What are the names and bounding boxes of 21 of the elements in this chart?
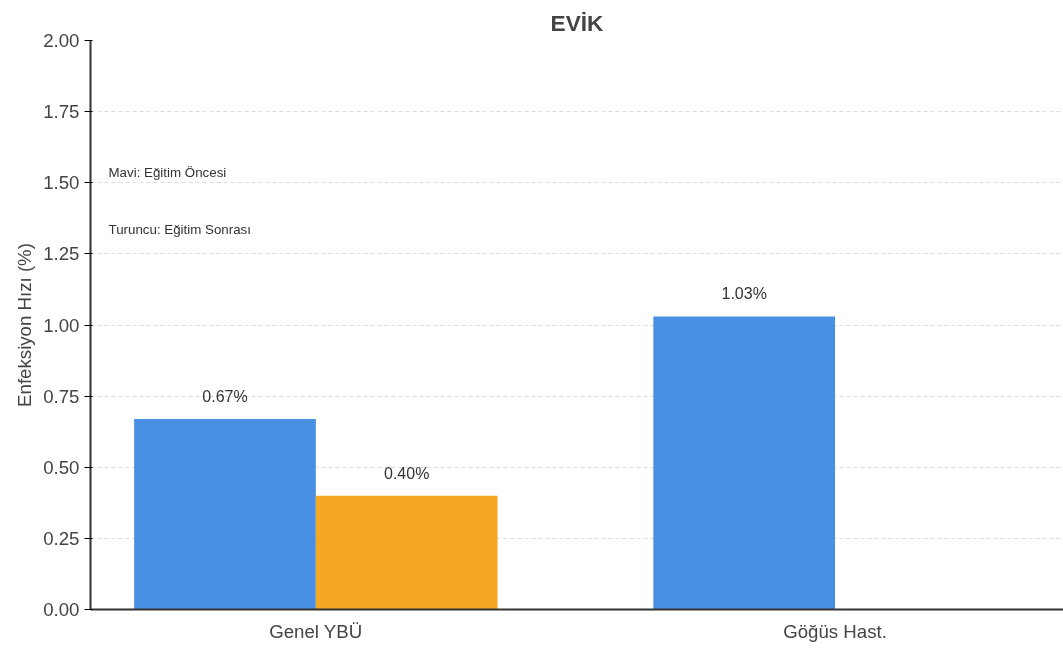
annotation: Mavi: Eğitim Öncesi bbox=[108, 164, 227, 180]
y-tick-label: 1.00 bbox=[43, 314, 80, 336]
y-axis-title: Enfeksiyon Hızı (%) bbox=[14, 243, 36, 407]
x-tick-label: Göğüs Hast. bbox=[783, 620, 887, 642]
bar bbox=[134, 418, 316, 610]
annotation: Turuncu: Eğitim Sonrası bbox=[108, 221, 251, 237]
y-tick-label: 0.00 bbox=[43, 599, 80, 620]
data-label: 0.40% bbox=[384, 464, 430, 482]
y-tick-label: 0.25 bbox=[43, 527, 80, 549]
y-tick-label: 1.75 bbox=[43, 101, 80, 123]
y-tick-label: 0.75 bbox=[43, 385, 80, 407]
bar bbox=[315, 495, 498, 610]
y-tick-label: 1.25 bbox=[43, 243, 80, 265]
bar bbox=[653, 316, 836, 610]
y-tick-label: 1.50 bbox=[43, 172, 80, 194]
chart-title: EVİK bbox=[550, 9, 605, 36]
data-label: 0.67% bbox=[202, 387, 248, 405]
data-label: 1.03% bbox=[721, 285, 767, 303]
y-tick-label: 0.50 bbox=[43, 456, 80, 478]
x-tick-label: Genel YBÜ bbox=[269, 620, 363, 642]
y-tick-label: 2.00 bbox=[43, 30, 80, 51]
